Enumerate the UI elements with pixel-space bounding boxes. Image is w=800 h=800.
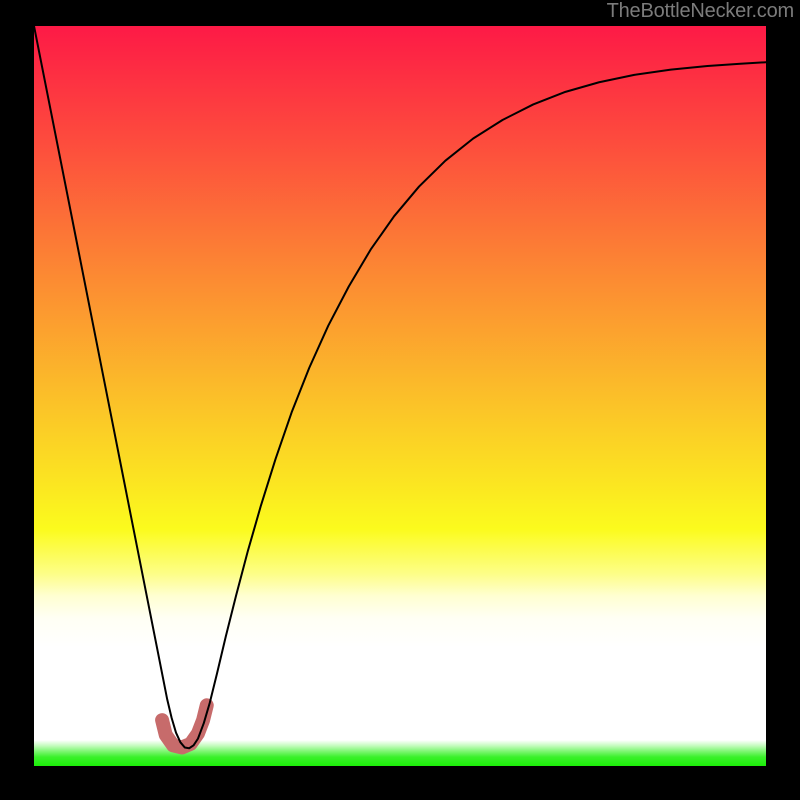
plot-area [34, 26, 766, 766]
gradient-background [34, 26, 766, 766]
chart-canvas: TheBottleNecker.com [0, 0, 800, 800]
attribution-label: TheBottleNecker.com [607, 0, 794, 23]
plot-svg [34, 26, 766, 766]
